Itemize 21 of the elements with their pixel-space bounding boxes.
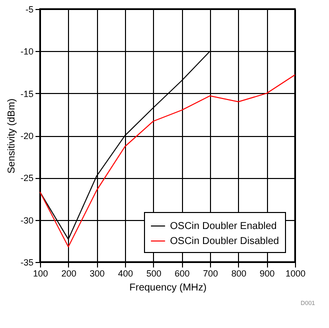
x-tick-label: 700 [202, 268, 218, 278]
x-tick-label: 1000 [285, 268, 306, 278]
x-tick-label: 200 [61, 268, 76, 278]
x-tick-label: 900 [260, 268, 275, 278]
x-tick-label: 600 [174, 268, 190, 278]
y-tick-label: -35 [20, 258, 34, 268]
x-tick-label: 300 [90, 268, 105, 278]
y-tick-label: -10 [20, 46, 34, 57]
y-tick-label: -15 [20, 88, 34, 99]
x-tick-label: 800 [231, 268, 246, 278]
x-tick-label: 400 [118, 268, 134, 278]
x-axis-title: Frequency (MHz) [129, 282, 207, 294]
y-tick-label: -5 [25, 4, 34, 14]
legend-label: OSCin Doubler Disabled [170, 236, 279, 247]
x-tick-label: 500 [146, 268, 162, 278]
legend-label: OSCin Doubler Enabled [170, 221, 277, 232]
y-axis-title: Sensitivity (dBm) [6, 98, 18, 174]
y-tick-label: -25 [20, 173, 34, 184]
x-tick-label: 100 [32, 268, 48, 278]
y-tick-label: -30 [20, 215, 34, 226]
y-tick-label: -20 [20, 131, 34, 141]
